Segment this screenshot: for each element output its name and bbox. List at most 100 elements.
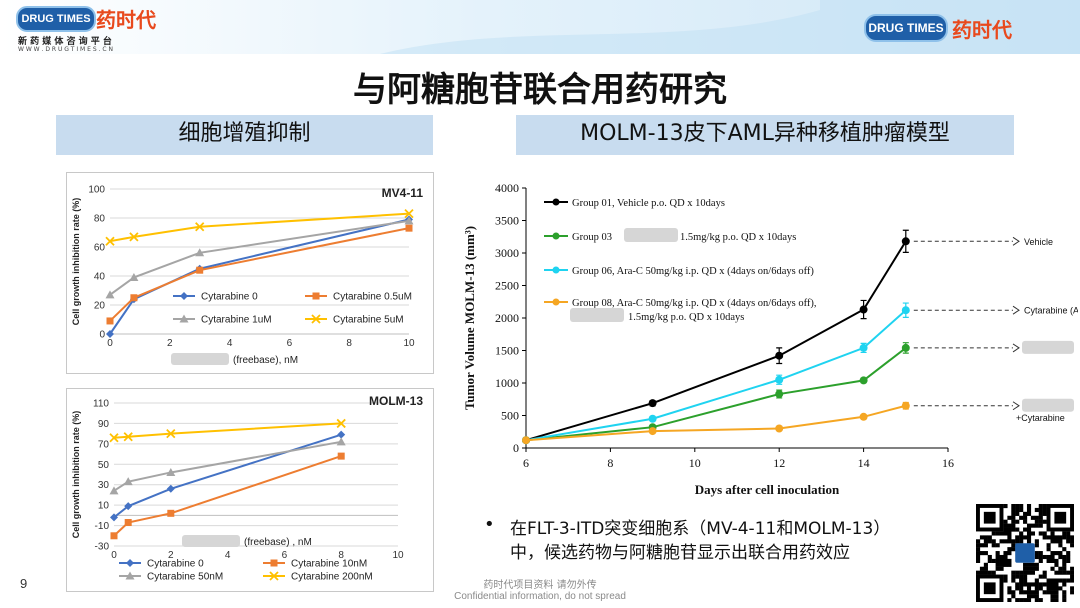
qr-module xyxy=(999,539,1004,544)
qr-module xyxy=(1007,531,1012,536)
qr-module xyxy=(1023,574,1028,579)
qr-module xyxy=(1034,519,1039,524)
logo-right-badge: DRUG TIMES xyxy=(864,14,948,42)
qr-module xyxy=(987,554,992,560)
redacted-compound-name xyxy=(1022,398,1074,412)
page-number: 9 xyxy=(20,576,28,591)
qr-module xyxy=(1003,539,1008,544)
data-point-series-1 xyxy=(124,519,132,527)
qr-module xyxy=(1062,578,1067,583)
qr-module xyxy=(1015,511,1020,516)
legend-marker-0 xyxy=(126,559,134,567)
series-line-0 xyxy=(113,433,342,519)
data-point-series-2 xyxy=(901,306,910,315)
qr-module xyxy=(1042,554,1047,560)
chart-molm13: -30 -10 10 30 50 70 90 110 0 2 4 6 8 10 MOLM-13 Cell gr… xyxy=(71,394,423,583)
confidential-note-cn: 药时代项目资料 请勿外传 xyxy=(483,580,597,591)
end-label-0: Vehicle xyxy=(1024,237,1053,247)
legend-marker-2 xyxy=(125,571,135,580)
y-tick-label: 10 xyxy=(98,501,110,512)
legend-label-3: Group 08, Ara-C 50mg/kg i.p. QD x (4days… xyxy=(572,298,817,323)
qr-module xyxy=(991,558,996,563)
qr-module xyxy=(1046,543,1051,548)
legend-marker-1 xyxy=(270,559,278,567)
qr-module xyxy=(1011,594,1016,599)
qr-module xyxy=(979,535,985,540)
qr-module xyxy=(1050,578,1055,583)
qr-module xyxy=(1034,590,1039,595)
qr-module xyxy=(1038,504,1043,509)
qr-module xyxy=(1046,590,1051,595)
x-axis-label: Days after cell inoculation xyxy=(695,482,840,497)
qr-module xyxy=(1015,507,1020,513)
qr-module xyxy=(1054,558,1059,563)
qr-module xyxy=(987,535,992,540)
qr-module xyxy=(1038,598,1043,602)
qr-module xyxy=(1070,590,1074,595)
qr-module xyxy=(1054,562,1059,567)
x-tick-label: 8 xyxy=(346,338,352,349)
qr-module xyxy=(1050,554,1055,560)
y-axis-label: Cell growth inhibition rate (%) xyxy=(71,411,81,539)
y-tick-label: 100 xyxy=(88,185,105,196)
qr-module xyxy=(1034,543,1039,548)
logo-left-badge: DRUG TIMES xyxy=(16,6,96,32)
qr-module xyxy=(1011,519,1016,524)
qr-module xyxy=(1042,511,1047,516)
x-tick-label: 10 xyxy=(403,338,415,349)
data-point-series-3 xyxy=(123,432,133,442)
bullet-line-2: 中，候选药物与阿糖胞苷显示出联合用药效应 xyxy=(510,543,850,563)
chart-tumor-volume: 0 500 1000 1500 2000 2500 3000 3500 4000 6 8 10 12 14… xyxy=(462,181,1078,497)
x-tick-label: 0 xyxy=(107,338,113,349)
qr-module xyxy=(1050,598,1055,602)
qr-module xyxy=(1038,523,1043,528)
x-axis-label: (freebase), nM xyxy=(233,355,298,366)
legend-label-0: Cytarabine 0 xyxy=(147,559,204,570)
data-point-series-3 xyxy=(648,427,657,436)
qr-module xyxy=(1054,590,1059,595)
redacted-compound-name xyxy=(1022,340,1074,354)
qr-module xyxy=(1023,515,1028,520)
qr-module xyxy=(1070,539,1074,544)
chart-mv411-box: 0 20 40 60 80 100 0 2 4 6 8 10 MV4-11 Cell growth inh… xyxy=(66,172,434,374)
x-tick-label: 6 xyxy=(282,550,288,561)
qr-module xyxy=(1062,598,1067,602)
y-tick-label: 4000 xyxy=(495,181,519,195)
qr-module xyxy=(1058,570,1063,575)
qr-module xyxy=(1011,515,1016,520)
qr-module xyxy=(1050,539,1055,544)
qr-module xyxy=(1019,535,1024,540)
qr-module xyxy=(1007,562,1012,567)
qr-module xyxy=(1034,566,1039,571)
qr-module xyxy=(1042,504,1047,509)
qr-module xyxy=(1042,582,1047,587)
qr-module xyxy=(976,558,981,563)
qr-module xyxy=(1042,574,1047,579)
data-point-series-3 xyxy=(166,429,176,439)
qr-module xyxy=(1030,582,1035,587)
end-label-3: +Cytarabine xyxy=(1016,413,1065,423)
qr-module xyxy=(1003,562,1008,567)
y-axis-label: Tumor Volume MOLM-13 (mm³) xyxy=(462,226,477,410)
left-section-label: 细胞增殖抑制 xyxy=(56,115,433,155)
legend-label-2: Group 06, Ara-C 50mg/kg i.p. QD x (4days… xyxy=(572,266,814,277)
qr-module xyxy=(979,570,985,575)
qr-module xyxy=(1023,519,1028,524)
qr-module xyxy=(1034,598,1039,602)
x-tick-label: 2 xyxy=(167,338,173,349)
qr-module xyxy=(1015,586,1020,591)
qr-module xyxy=(983,570,988,575)
qr-module xyxy=(983,535,988,540)
y-tick-label: 90 xyxy=(98,419,110,430)
qr-module xyxy=(995,562,1000,567)
legend-label-line: Group 03 xyxy=(572,232,612,243)
data-point-series-1 xyxy=(167,509,175,517)
qr-module xyxy=(1038,586,1043,591)
qr-module xyxy=(1038,582,1043,587)
redacted-compound-name xyxy=(624,228,678,242)
qr-module xyxy=(1058,543,1063,548)
qr-module xyxy=(1034,578,1039,583)
qr-module xyxy=(1034,582,1039,587)
qr-module xyxy=(1038,554,1043,560)
qr-module xyxy=(1054,570,1059,575)
